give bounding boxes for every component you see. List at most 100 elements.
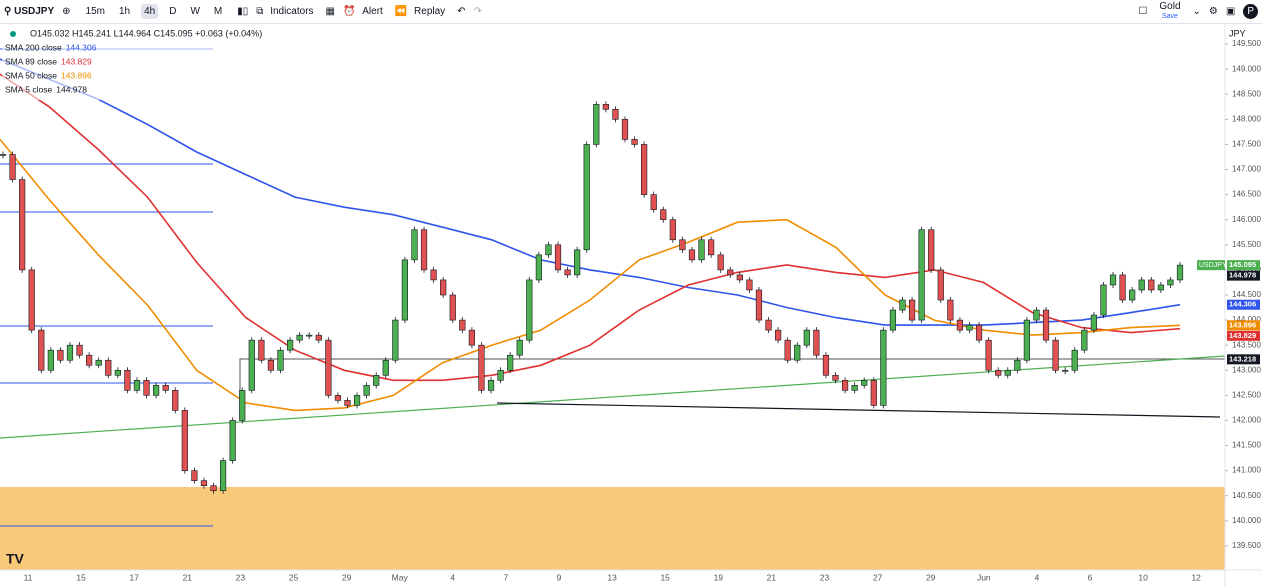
add-symbol[interactable]: ⊕ bbox=[62, 6, 71, 17]
candle bbox=[459, 319, 466, 331]
candle bbox=[803, 329, 810, 346]
templates[interactable]: ▦ bbox=[325, 6, 335, 17]
interval[interactable]: 4h bbox=[141, 4, 159, 19]
candle bbox=[755, 289, 763, 321]
candle bbox=[746, 279, 753, 291]
candle bbox=[172, 390, 179, 411]
x-tick-label: 11 bbox=[24, 572, 33, 582]
candle bbox=[325, 339, 332, 396]
candle bbox=[554, 244, 562, 271]
candle bbox=[200, 480, 208, 486]
layout-menu[interactable]: ⌄ bbox=[1192, 6, 1201, 17]
candle bbox=[774, 329, 782, 341]
candle bbox=[794, 344, 801, 361]
candle bbox=[86, 354, 93, 366]
legend-name: SMA 5 close bbox=[5, 84, 53, 94]
fullscreen-box[interactable]: ☐ bbox=[1138, 6, 1148, 17]
x-tick-label: 4 bbox=[450, 572, 455, 582]
y-tick-label: 147.500 bbox=[1232, 140, 1261, 149]
symbol[interactable]: ⚲ USDJPY bbox=[4, 6, 55, 17]
redo[interactable]: ↷ bbox=[473, 6, 482, 17]
candle bbox=[1081, 329, 1088, 351]
x-tick-label: 7 bbox=[504, 572, 509, 582]
candle bbox=[430, 269, 437, 281]
candle bbox=[966, 324, 973, 331]
candle bbox=[889, 309, 897, 331]
candle bbox=[229, 420, 236, 461]
candle bbox=[114, 369, 121, 376]
candle bbox=[95, 359, 102, 366]
interval[interactable]: M bbox=[213, 6, 223, 17]
candle bbox=[306, 334, 313, 337]
symbol-tag-bg bbox=[1197, 260, 1225, 271]
x-tick-label: 23 bbox=[236, 572, 246, 582]
candle bbox=[641, 144, 648, 195]
candle bbox=[1167, 279, 1174, 286]
candle bbox=[38, 329, 45, 371]
layout[interactable]: Gold Save bbox=[1159, 1, 1181, 21]
candle bbox=[9, 154, 16, 180]
screenshot[interactable]: ▣ bbox=[1225, 6, 1236, 17]
interval[interactable]: D bbox=[169, 6, 177, 17]
candle bbox=[593, 103, 600, 145]
interval[interactable]: W bbox=[190, 6, 200, 17]
candle bbox=[315, 334, 322, 341]
candle bbox=[507, 354, 514, 371]
x-tick-label: 10 bbox=[1138, 572, 1148, 582]
candle bbox=[239, 390, 246, 421]
candle bbox=[708, 239, 715, 256]
logo: TV bbox=[6, 551, 25, 567]
indicators[interactable]: ⧉ Indicators bbox=[256, 6, 314, 17]
candle bbox=[1062, 369, 1069, 372]
candle bbox=[411, 229, 418, 261]
candle bbox=[210, 485, 217, 492]
x-tick-label: Jun bbox=[977, 572, 991, 582]
x-tick-label: 27 bbox=[873, 572, 883, 582]
legend-name: SMA 89 close bbox=[5, 56, 57, 66]
candle bbox=[286, 339, 294, 351]
x-tick-label: 4 bbox=[1035, 572, 1040, 582]
y-tick-label: 148.500 bbox=[1232, 89, 1261, 98]
candle bbox=[813, 329, 820, 356]
y-tick-label: 147.000 bbox=[1232, 165, 1261, 174]
candle bbox=[736, 274, 743, 281]
candle bbox=[583, 144, 590, 251]
candle bbox=[248, 339, 255, 391]
settings[interactable]: ⚙ bbox=[1208, 6, 1218, 17]
y-tick-label: 141.000 bbox=[1232, 466, 1261, 475]
x-tick-label: 9 bbox=[557, 572, 562, 582]
candle bbox=[975, 324, 983, 341]
candle bbox=[133, 380, 141, 391]
sma-line bbox=[0, 58, 1181, 326]
price-tag-label: 145.095 bbox=[1229, 260, 1256, 269]
interval[interactable]: 1h bbox=[118, 6, 131, 17]
candle bbox=[1090, 314, 1097, 331]
x-tick-label: 15 bbox=[76, 572, 86, 582]
symbol-tag: USDJPY bbox=[1199, 262, 1227, 269]
legend-value: 143.896 bbox=[61, 70, 92, 80]
price-tag bbox=[1227, 260, 1260, 271]
undo[interactable]: ↶ bbox=[457, 6, 466, 17]
interval[interactable]: 15m bbox=[85, 6, 105, 17]
chart-type[interactable]: ▮▯ bbox=[237, 6, 249, 17]
price-tag bbox=[1227, 320, 1260, 331]
trendline bbox=[496, 402, 1221, 418]
y-tick-label: 143.500 bbox=[1232, 340, 1261, 349]
replay[interactable]: ⏪ Replay bbox=[394, 6, 446, 17]
y-tick-label: 140.000 bbox=[1232, 516, 1261, 525]
candle bbox=[219, 460, 227, 492]
alert[interactable]: ⏰ Alert bbox=[343, 6, 383, 17]
candle bbox=[822, 354, 830, 376]
candle bbox=[487, 380, 495, 391]
x-tick-label: May bbox=[392, 572, 409, 582]
profile[interactable]: P bbox=[1243, 4, 1258, 19]
candle bbox=[420, 229, 428, 271]
candle bbox=[1071, 349, 1078, 371]
candle bbox=[937, 269, 944, 301]
candle bbox=[1157, 284, 1164, 291]
candle bbox=[57, 349, 64, 361]
x-tick-label: 12 bbox=[1191, 572, 1201, 582]
price-tag bbox=[1227, 270, 1260, 281]
candle bbox=[870, 380, 877, 406]
